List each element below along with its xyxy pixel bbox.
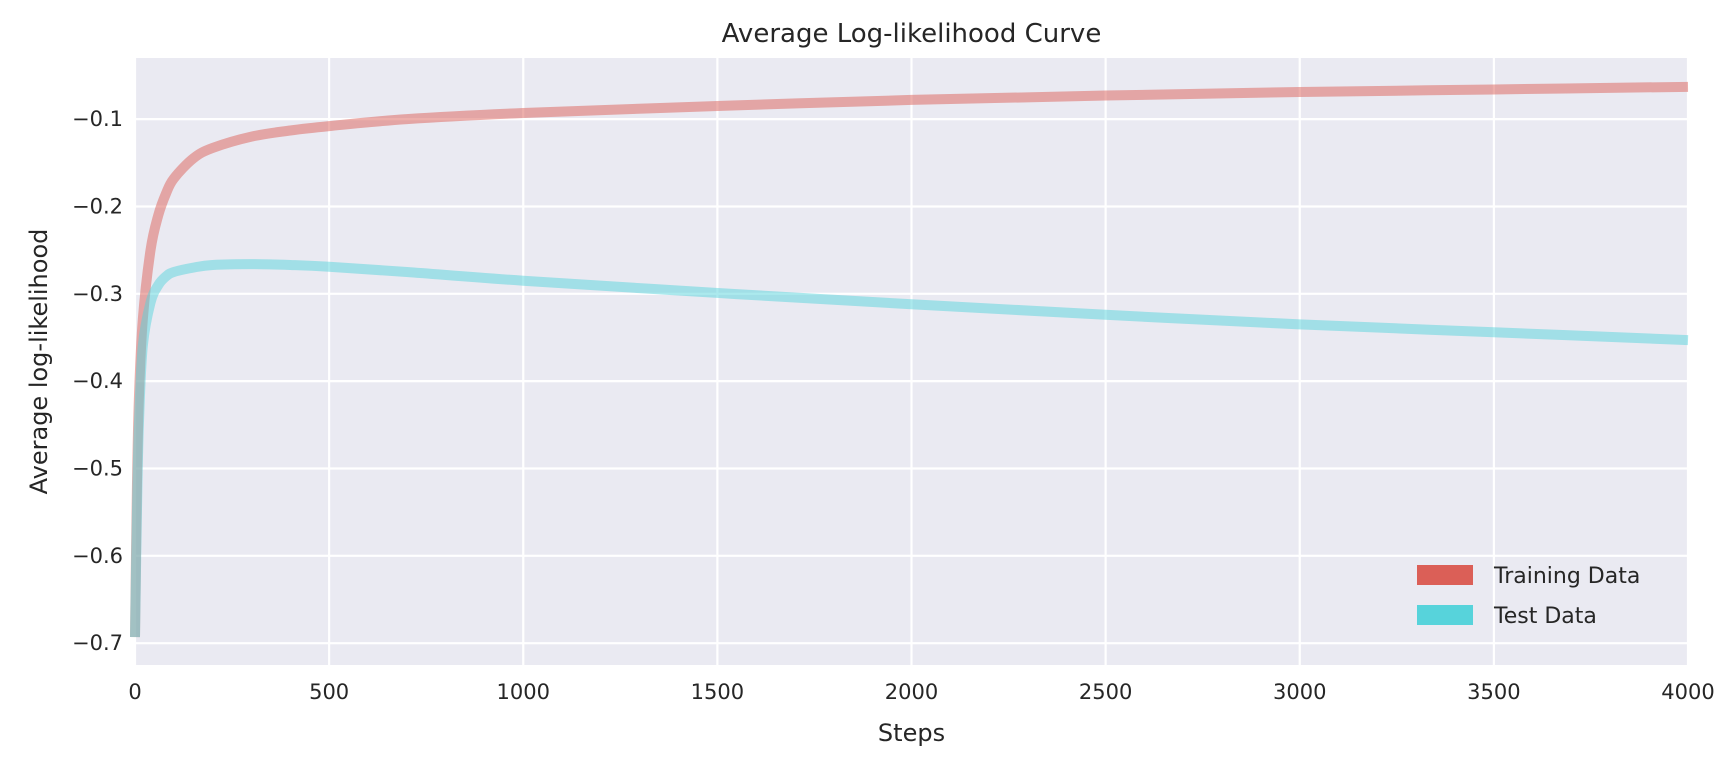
y-tick-label: −0.4	[72, 369, 123, 393]
series-line-training	[130, 81, 1689, 638]
y-tick-label: −0.6	[72, 544, 123, 568]
x-tick-label: 2500	[1079, 680, 1132, 704]
legend-label: Training Data	[1493, 564, 1640, 589]
x-tick-label: 0	[128, 680, 141, 704]
x-tick-labels: 0 500 1000 1500 2000 2500 3000 3500 4000	[128, 680, 1714, 704]
grid-lines	[133, 58, 1690, 665]
y-tick-labels: −0.7 −0.6 −0.5 −0.4 −0.3 −0.2 −0.1	[72, 107, 123, 655]
x-tick-label: 4000	[1661, 680, 1714, 704]
x-tick-label: 3500	[1467, 680, 1520, 704]
y-tick-label: −0.5	[72, 456, 123, 480]
x-tick-label: 1000	[497, 680, 550, 704]
y-tick-label: −0.1	[72, 107, 123, 131]
x-tick-label: 3000	[1273, 680, 1326, 704]
legend-swatch	[1417, 605, 1473, 625]
x-axis-title: Steps	[878, 719, 945, 747]
legend-label: Test Data	[1493, 604, 1597, 629]
x-tick-label: 2000	[885, 680, 938, 704]
legend-swatch	[1417, 565, 1473, 585]
x-tick-label: 500	[309, 680, 349, 704]
series-line-test	[130, 259, 1689, 638]
y-axis-title: Average log-likelihood	[25, 229, 53, 495]
legend: Training Data Test Data	[1417, 564, 1640, 629]
chart-title: Average Log-likelihood Curve	[722, 19, 1102, 49]
series-lines	[130, 81, 1689, 638]
y-tick-label: −0.7	[72, 631, 123, 655]
x-tick-label: 1500	[691, 680, 744, 704]
y-tick-label: −0.2	[72, 194, 123, 218]
y-tick-label: −0.3	[72, 282, 123, 306]
